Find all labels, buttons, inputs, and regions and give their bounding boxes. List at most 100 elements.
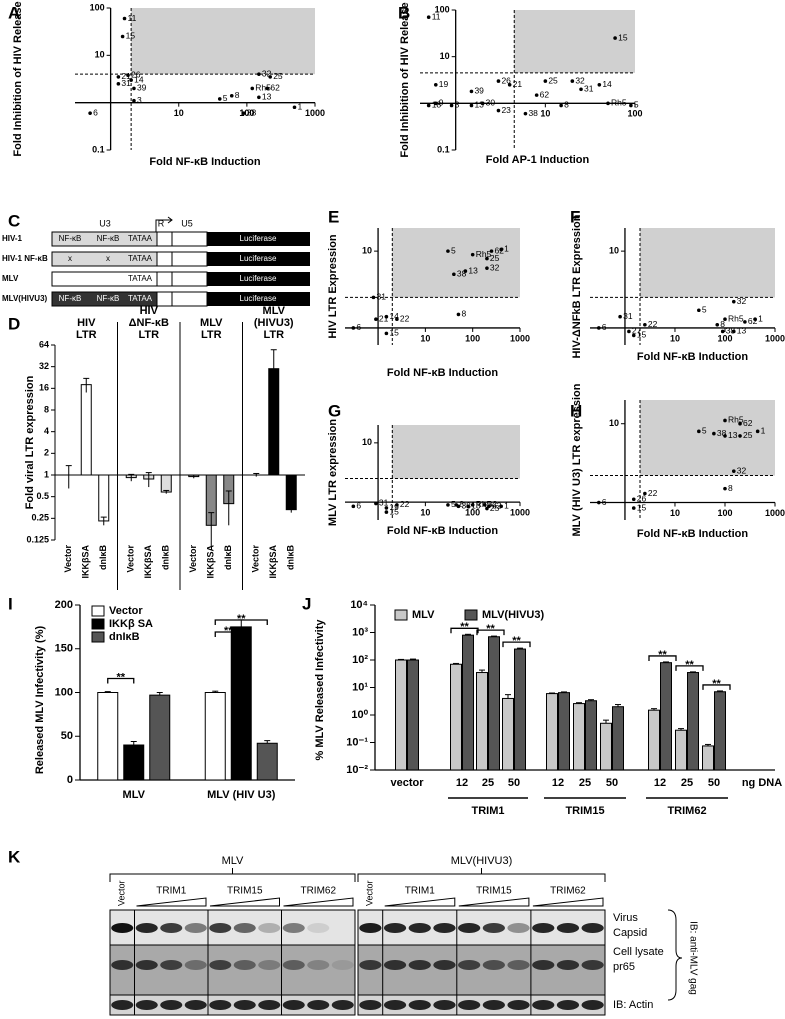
point <box>229 93 234 98</box>
unit-label: ng DNA <box>742 777 782 789</box>
reporter-label: Luciferase <box>240 294 277 303</box>
point-label: 26 <box>637 494 647 504</box>
point-label: 11 <box>128 13 137 23</box>
point <box>753 317 757 322</box>
point <box>116 75 121 79</box>
bar <box>230 626 252 781</box>
point-label: 8 <box>728 483 733 493</box>
point-label: 31 <box>623 311 633 321</box>
point-label: 13 <box>262 92 272 102</box>
y-axis-title: HIV-ΔNFkB LTR Expression <box>571 214 583 358</box>
bar <box>612 706 624 771</box>
y-tick-label: 10⁴ <box>350 599 368 611</box>
bar <box>514 648 526 771</box>
group-label: LTR <box>138 329 159 341</box>
point-label: 32 <box>488 499 498 509</box>
point-label: 9 <box>439 98 444 108</box>
lane-label: Vector <box>117 880 127 906</box>
legend-swatch <box>464 609 478 621</box>
legend-swatch <box>91 605 105 617</box>
y-tick-label: 8 <box>44 404 49 414</box>
point-label: 32 <box>737 465 747 475</box>
significance-label: ** <box>116 671 125 683</box>
tss-arrow <box>155 216 173 232</box>
threshold-region <box>392 228 520 298</box>
point-label: Rh5 <box>728 415 744 425</box>
point-label: 18 <box>432 100 442 110</box>
bar <box>204 692 226 781</box>
category-label: MLV (HIV U3) <box>207 789 276 801</box>
reporter-region <box>207 292 310 306</box>
group-label: LTR <box>201 329 222 341</box>
point-label: 38 <box>726 326 736 336</box>
point <box>485 506 489 511</box>
point-label: 62 <box>748 316 758 326</box>
y-axis-title: HIV LTR Expression <box>327 234 339 339</box>
bar <box>660 662 672 771</box>
point-label: 38 <box>528 108 538 118</box>
group-label: HIV <box>140 305 159 317</box>
dose-wedge <box>384 897 456 907</box>
point <box>446 503 450 507</box>
point-label: 26 <box>131 69 141 79</box>
y-tick-label: 50 <box>61 730 73 742</box>
band <box>458 1000 481 1010</box>
point <box>723 486 727 491</box>
element-label: NF-κB <box>59 294 82 303</box>
band <box>556 923 580 933</box>
x-tick-label: 100 <box>717 333 732 343</box>
point-label: 6 <box>356 501 361 511</box>
category-label: Vector <box>63 545 73 573</box>
point-label: 5 <box>702 426 707 436</box>
band <box>482 923 505 933</box>
point <box>731 329 736 334</box>
point <box>433 101 438 106</box>
point-label: 39 <box>137 83 147 93</box>
reporter-label: Luciferase <box>240 234 277 243</box>
threshold-region <box>514 10 635 73</box>
x-tick-label: 10 <box>420 333 430 343</box>
x-tick-label: 1000 <box>510 508 530 518</box>
point <box>485 256 489 261</box>
bar <box>702 745 714 771</box>
element-label: TATAA <box>128 274 153 283</box>
point <box>743 320 747 324</box>
dose-wedge <box>209 897 280 907</box>
panel-label: J <box>302 594 311 613</box>
point-label: 6 <box>602 322 607 332</box>
point <box>731 299 736 304</box>
band <box>111 1000 134 1010</box>
point <box>499 504 503 509</box>
lane-label: TRIM1 <box>156 886 186 897</box>
point <box>452 272 456 277</box>
x-axis-title: Fold NF-κB Induction <box>387 525 499 537</box>
bar <box>407 659 419 771</box>
y-tick-label: 2 <box>44 448 49 458</box>
point <box>697 429 701 434</box>
band <box>135 923 158 933</box>
point <box>374 317 378 322</box>
point <box>715 322 720 327</box>
point <box>384 506 389 510</box>
panel-label: A <box>8 3 20 22</box>
bar <box>149 694 171 781</box>
point-label: 38 <box>457 269 467 279</box>
x-axis-title: Fold NF-κB Induction <box>637 351 749 363</box>
band <box>209 1000 232 1010</box>
point-label: 8 <box>459 499 464 509</box>
band <box>383 923 407 933</box>
point <box>88 111 92 115</box>
y-tick-label: 10¹ <box>352 681 368 693</box>
point-label: 1 <box>504 244 509 254</box>
point <box>257 72 261 76</box>
significance-bracket <box>214 631 242 637</box>
point <box>470 252 475 257</box>
point-label: 31 <box>584 84 594 94</box>
point <box>496 108 501 113</box>
point <box>456 504 461 509</box>
point-label: 32 <box>575 75 585 85</box>
region-label: R <box>158 218 165 228</box>
point-label: 38 <box>461 501 471 511</box>
point <box>132 86 136 91</box>
significance-bracket <box>502 641 531 648</box>
